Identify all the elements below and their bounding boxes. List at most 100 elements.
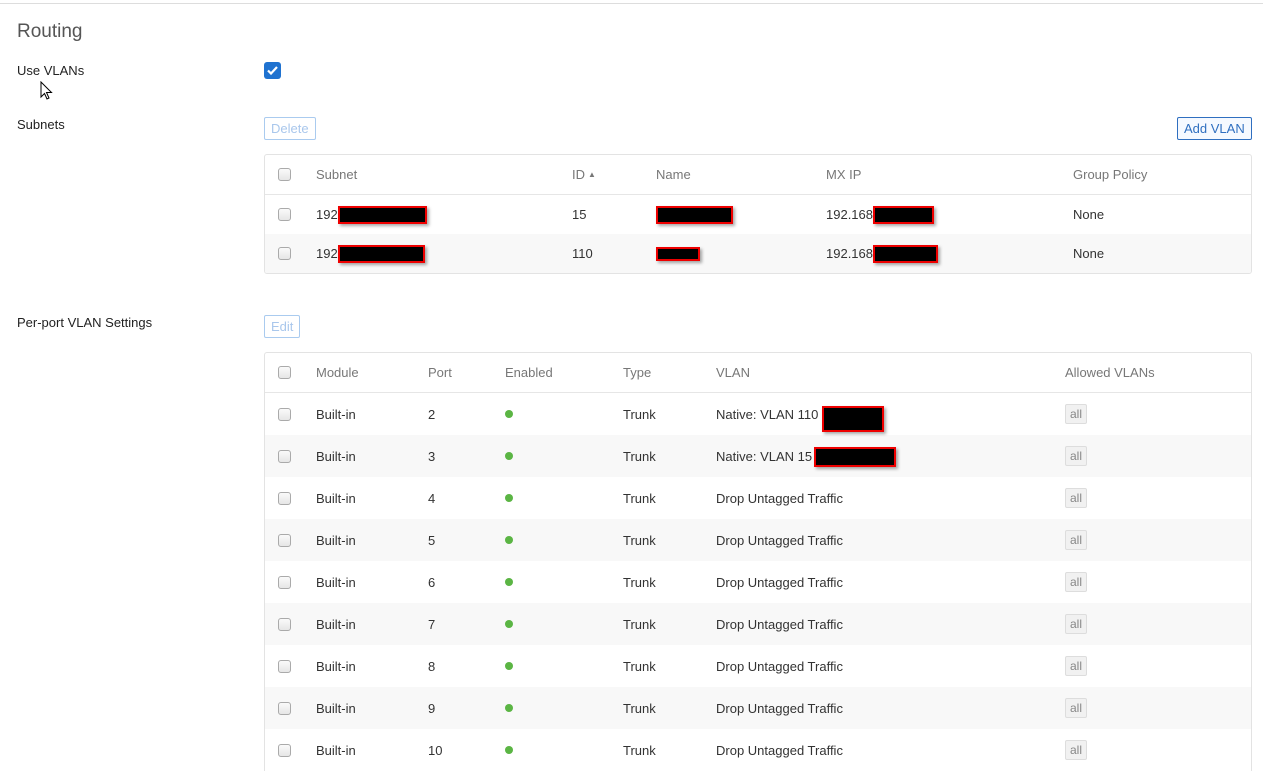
table-row[interactable]: Built-in 7 Trunk Drop Untagged Traffic all bbox=[265, 603, 1251, 645]
header-vlan[interactable]: VLAN bbox=[716, 365, 750, 380]
enabled-status-dot-icon bbox=[505, 662, 513, 670]
port-value: 6 bbox=[428, 574, 436, 590]
subnet-value: 192 bbox=[316, 207, 338, 222]
header-allowed-vlans[interactable]: Allowed VLANs bbox=[1065, 365, 1155, 380]
header-group-policy[interactable]: Group Policy bbox=[1073, 167, 1148, 182]
mx-ip-value: 192.168 bbox=[826, 207, 873, 222]
header-port[interactable]: Port bbox=[428, 365, 452, 380]
table-row[interactable]: Built-in 9 Trunk Drop Untagged Traffic all bbox=[265, 687, 1251, 729]
enabled-status-dot-icon bbox=[505, 620, 513, 628]
module-value: Built-in bbox=[316, 658, 356, 674]
table-row[interactable]: 192 110 192.168 None bbox=[265, 234, 1251, 273]
enabled-status-dot-icon bbox=[505, 410, 513, 418]
header-id-label: ID bbox=[572, 167, 585, 182]
header-name[interactable]: Name bbox=[656, 167, 691, 182]
row-checkbox[interactable] bbox=[278, 617, 291, 631]
mx-ip-value: 192.168 bbox=[826, 246, 873, 261]
allowed-vlans-badge[interactable]: all bbox=[1065, 614, 1088, 634]
top-divider bbox=[0, 3, 1263, 4]
port-value: 2 bbox=[428, 406, 436, 422]
allowed-vlans-badge[interactable]: all bbox=[1065, 740, 1088, 760]
header-module[interactable]: Module bbox=[316, 365, 359, 380]
port-value: 10 bbox=[428, 742, 443, 758]
allowed-vlans-badge[interactable]: all bbox=[1065, 656, 1088, 676]
edit-button[interactable]: Edit bbox=[264, 315, 301, 338]
table-row[interactable]: Built-in 10 Trunk Drop Untagged Traffic all bbox=[265, 729, 1251, 771]
row-checkbox[interactable] bbox=[278, 533, 291, 547]
table-row[interactable]: Built-in 4 Trunk Drop Untagged Traffic all bbox=[265, 477, 1251, 519]
redaction bbox=[873, 244, 938, 263]
row-checkbox[interactable] bbox=[278, 575, 291, 589]
allowed-vlans-badge[interactable]: all bbox=[1065, 404, 1088, 424]
subnet-value: 192 bbox=[316, 246, 338, 261]
port-value: 7 bbox=[428, 616, 436, 632]
type-value: Trunk bbox=[623, 448, 656, 464]
allowed-vlans-badge[interactable]: all bbox=[1065, 488, 1088, 508]
header-type[interactable]: Type bbox=[623, 365, 652, 380]
enabled-status-dot-icon bbox=[505, 452, 513, 460]
enabled-status-dot-icon bbox=[505, 536, 513, 544]
use-vlans-label: Use VLANs bbox=[17, 63, 85, 78]
row-checkbox[interactable] bbox=[278, 491, 291, 505]
module-value: Built-in bbox=[316, 532, 356, 548]
ports-table: Module Port Enabled Type VLAN Allowed VL… bbox=[264, 352, 1252, 771]
module-value: Built-in bbox=[316, 490, 356, 506]
table-row[interactable]: Built-in 5 Trunk Drop Untagged Traffic all bbox=[265, 519, 1251, 561]
row-checkbox[interactable] bbox=[278, 449, 291, 463]
redaction bbox=[656, 205, 733, 224]
type-value: Trunk bbox=[623, 616, 656, 632]
header-enabled[interactable]: Enabled bbox=[505, 365, 553, 380]
table-row[interactable]: 192 15 192.168 None bbox=[265, 195, 1251, 234]
header-mx-ip[interactable]: MX IP bbox=[826, 167, 862, 182]
page-title: Routing bbox=[17, 21, 83, 42]
header-id[interactable]: ID ▲ bbox=[572, 167, 656, 182]
header-subnet[interactable]: Subnet bbox=[316, 167, 358, 182]
module-value: Built-in bbox=[316, 448, 356, 464]
allowed-vlans-badge[interactable]: all bbox=[1065, 572, 1088, 592]
group-policy-value: None bbox=[1073, 246, 1105, 261]
port-value: 5 bbox=[428, 532, 436, 548]
mouse-cursor-icon bbox=[40, 81, 53, 100]
per-port-vlan-label: Per-port VLAN Settings bbox=[17, 315, 153, 330]
use-vlans-checkbox[interactable] bbox=[264, 62, 281, 79]
redaction bbox=[814, 447, 897, 467]
table-row[interactable]: Built-in 8 Trunk Drop Untagged Traffic all bbox=[265, 645, 1251, 687]
vlan-value: Drop Untagged Traffic bbox=[716, 658, 843, 674]
row-checkbox[interactable] bbox=[278, 247, 291, 260]
module-value: Built-in bbox=[316, 574, 356, 590]
select-all-checkbox[interactable] bbox=[278, 168, 291, 181]
type-value: Trunk bbox=[623, 658, 656, 674]
select-all-checkbox[interactable] bbox=[278, 366, 291, 379]
table-row[interactable]: Built-in 6 Trunk Drop Untagged Traffic all bbox=[265, 561, 1251, 603]
table-row[interactable]: Built-in 2 Trunk Native: VLAN 110 all bbox=[265, 393, 1251, 435]
row-checkbox[interactable] bbox=[278, 659, 291, 673]
redaction bbox=[656, 246, 700, 261]
port-value: 9 bbox=[428, 700, 436, 716]
port-value: 4 bbox=[428, 490, 436, 506]
subnets-label: Subnets bbox=[17, 117, 65, 132]
subnets-table: Subnet ID ▲ Name MX IP Group Policy 192 1… bbox=[264, 154, 1252, 274]
delete-button[interactable]: Delete bbox=[264, 117, 316, 140]
checkmark-icon bbox=[267, 66, 278, 75]
vlan-value: Drop Untagged Traffic bbox=[716, 532, 843, 548]
allowed-vlans-badge[interactable]: all bbox=[1065, 446, 1088, 466]
redaction bbox=[873, 205, 934, 224]
add-vlan-button[interactable]: Add VLAN bbox=[1177, 117, 1252, 140]
row-checkbox[interactable] bbox=[278, 208, 291, 221]
id-value: 110 bbox=[572, 246, 593, 261]
vlan-value: Drop Untagged Traffic bbox=[716, 700, 843, 716]
enabled-status-dot-icon bbox=[505, 578, 513, 586]
type-value: Trunk bbox=[623, 574, 656, 590]
type-value: Trunk bbox=[623, 742, 656, 758]
row-checkbox[interactable] bbox=[278, 701, 291, 715]
vlan-value: Drop Untagged Traffic bbox=[716, 490, 843, 506]
allowed-vlans-badge[interactable]: all bbox=[1065, 530, 1088, 550]
vlan-value: Native: VLAN 110 bbox=[716, 406, 819, 422]
type-value: Trunk bbox=[623, 406, 656, 422]
redaction bbox=[337, 244, 425, 263]
allowed-vlans-badge[interactable]: all bbox=[1065, 698, 1088, 718]
table-header: Module Port Enabled Type VLAN Allowed VL… bbox=[265, 353, 1251, 393]
table-row[interactable]: Built-in 3 Trunk Native: VLAN 15 all bbox=[265, 435, 1251, 477]
row-checkbox[interactable] bbox=[278, 407, 291, 421]
group-policy-value: None bbox=[1073, 207, 1105, 222]
